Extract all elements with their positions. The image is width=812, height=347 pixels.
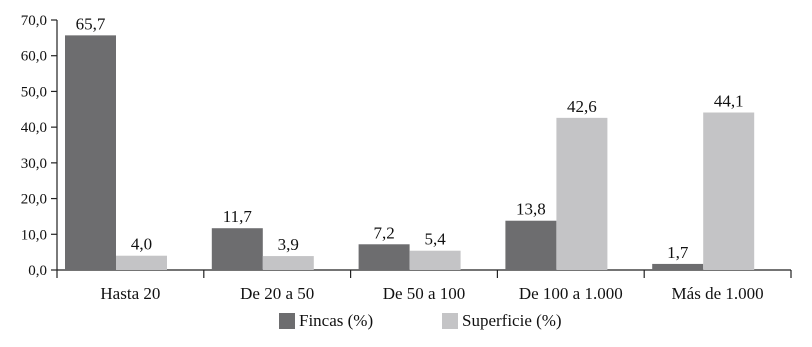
y-tick-label: 10,0 xyxy=(21,227,47,243)
data-label: 4,0 xyxy=(131,235,152,254)
data-label: 11,7 xyxy=(223,207,253,226)
data-label: 65,7 xyxy=(76,14,106,33)
bar-fincas xyxy=(358,244,410,270)
chart-legend: Fincas (%) Superficie (%) xyxy=(279,311,562,330)
bar-fincas xyxy=(505,220,557,270)
bar-fincas xyxy=(652,263,704,270)
x-category-label: De 50 a 100 xyxy=(383,284,466,303)
bar-superficie xyxy=(703,112,755,270)
x-category-label: De 100 a 1.000 xyxy=(519,284,623,303)
y-tick-label: 60,0 xyxy=(21,49,47,65)
legend-swatch xyxy=(442,313,458,329)
y-tick-label: 40,0 xyxy=(21,120,47,136)
data-label: 3,9 xyxy=(278,235,299,254)
x-category-label: Más de 1.000 xyxy=(672,284,764,303)
legend-label: Fincas (%) xyxy=(299,311,373,330)
chart-axes: 0,0 10,0 20,0 30,0 40,0 50,0 60,0 70,0 Hasta 20 D… xyxy=(21,13,792,303)
bar-fincas xyxy=(65,35,116,270)
chart-labels: 65,7 11,7 7,2 13,8 1,7 4,0 3,9 5,4 42,6 44,1 xyxy=(76,14,744,262)
data-label: 44,1 xyxy=(714,92,744,111)
data-label: 13,8 xyxy=(516,200,546,219)
data-label: 7,2 xyxy=(373,223,394,242)
y-tick-label: 50,0 xyxy=(21,84,47,100)
y-tick-label: 20,0 xyxy=(21,192,47,208)
y-tick-label: 0,0 xyxy=(28,263,47,279)
x-category-label: De 20 a 50 xyxy=(240,284,314,303)
data-label: 5,4 xyxy=(424,230,446,249)
bar-superficie xyxy=(409,250,461,270)
y-tick-label: 30,0 xyxy=(21,156,47,172)
bar-superficie xyxy=(556,117,608,270)
data-label: 1,7 xyxy=(667,243,689,262)
chart-bars xyxy=(65,35,755,270)
bar-fincas xyxy=(211,228,263,270)
bar-superficie xyxy=(116,255,167,270)
bar-superficie xyxy=(262,256,314,270)
y-tick-label: 70,0 xyxy=(21,13,47,29)
legend-label: Superficie (%) xyxy=(462,311,562,330)
legend-swatch xyxy=(279,313,295,329)
x-category-label: Hasta 20 xyxy=(100,284,160,303)
data-label: 42,6 xyxy=(567,97,597,116)
